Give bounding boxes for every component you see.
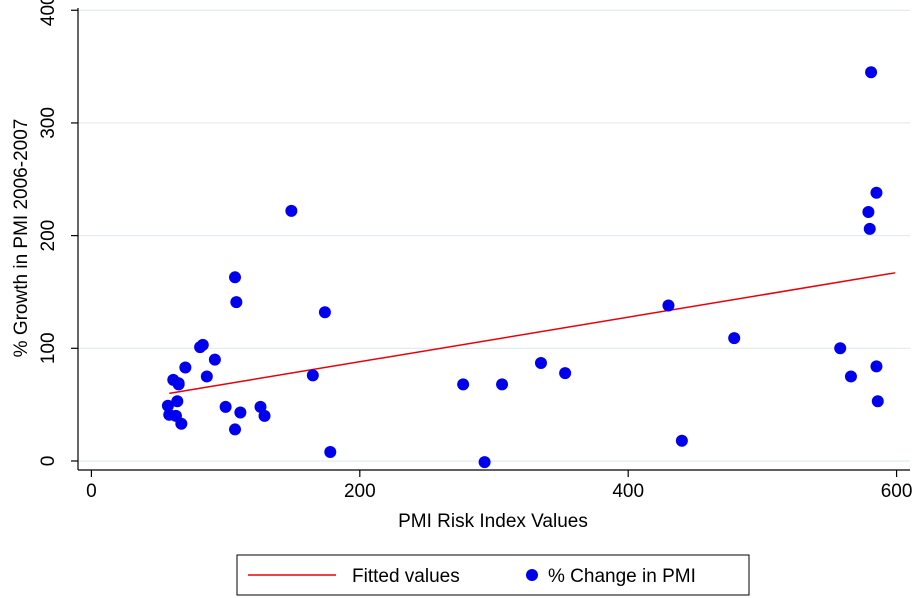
y-tick-label: 400	[38, 0, 59, 26]
x-tick-label: 400	[612, 481, 644, 502]
data-point	[306, 369, 319, 382]
data-point	[258, 409, 271, 422]
data-point	[675, 434, 688, 447]
data-point	[863, 222, 876, 235]
data-point	[862, 205, 875, 218]
data-point	[534, 356, 547, 369]
data-point	[230, 296, 243, 309]
y-tick-label: 200	[38, 220, 59, 252]
x-tick-label: 0	[86, 481, 97, 502]
y-tick-label: 100	[38, 332, 59, 364]
data-point	[175, 417, 188, 430]
data-point	[870, 186, 883, 199]
data-point	[662, 299, 675, 312]
data-point	[728, 332, 741, 345]
data-point	[171, 395, 184, 408]
legend: Fitted values % Change in PMI	[236, 554, 750, 596]
data-point	[870, 360, 883, 373]
data-point	[844, 370, 857, 383]
legend-point-swatch	[526, 569, 538, 581]
data-point	[200, 370, 213, 383]
data-point	[229, 271, 242, 284]
data-point	[478, 456, 491, 469]
x-tick-label: 600	[881, 481, 913, 502]
fitted-line-layer	[169, 272, 896, 395]
data-point	[208, 353, 221, 366]
data-point	[318, 306, 331, 319]
data-point	[285, 204, 298, 217]
data-point	[457, 378, 470, 391]
data-point	[254, 400, 267, 413]
y-axis-label: % Growth in PMI 2006-2007	[11, 119, 32, 358]
x-tick-label: 200	[344, 481, 376, 502]
data-point	[196, 338, 209, 351]
x-axis-label: PMI Risk Index Values	[398, 511, 588, 532]
data-point	[172, 377, 185, 390]
data-point	[179, 361, 192, 374]
data-point	[324, 445, 337, 458]
data-point	[234, 406, 247, 419]
scatter-points	[161, 66, 884, 469]
axes	[77, 8, 910, 471]
grid-lines	[78, 9, 910, 462]
tick-marks: 0 100 200 300 400 0 200 400 600	[38, 0, 912, 502]
fitted-line	[169, 272, 896, 395]
y-tick-label: 0	[38, 456, 59, 467]
data-point	[865, 66, 878, 79]
data-point	[496, 378, 509, 391]
legend-fitted-label: Fitted values	[352, 566, 460, 587]
data-point	[559, 367, 572, 380]
data-point	[834, 342, 847, 355]
data-point	[161, 399, 174, 412]
data-point	[229, 423, 242, 436]
data-point	[871, 395, 884, 408]
data-point	[219, 400, 232, 413]
legend-points-label: % Change in PMI	[548, 566, 696, 587]
y-tick-label: 300	[38, 107, 59, 139]
